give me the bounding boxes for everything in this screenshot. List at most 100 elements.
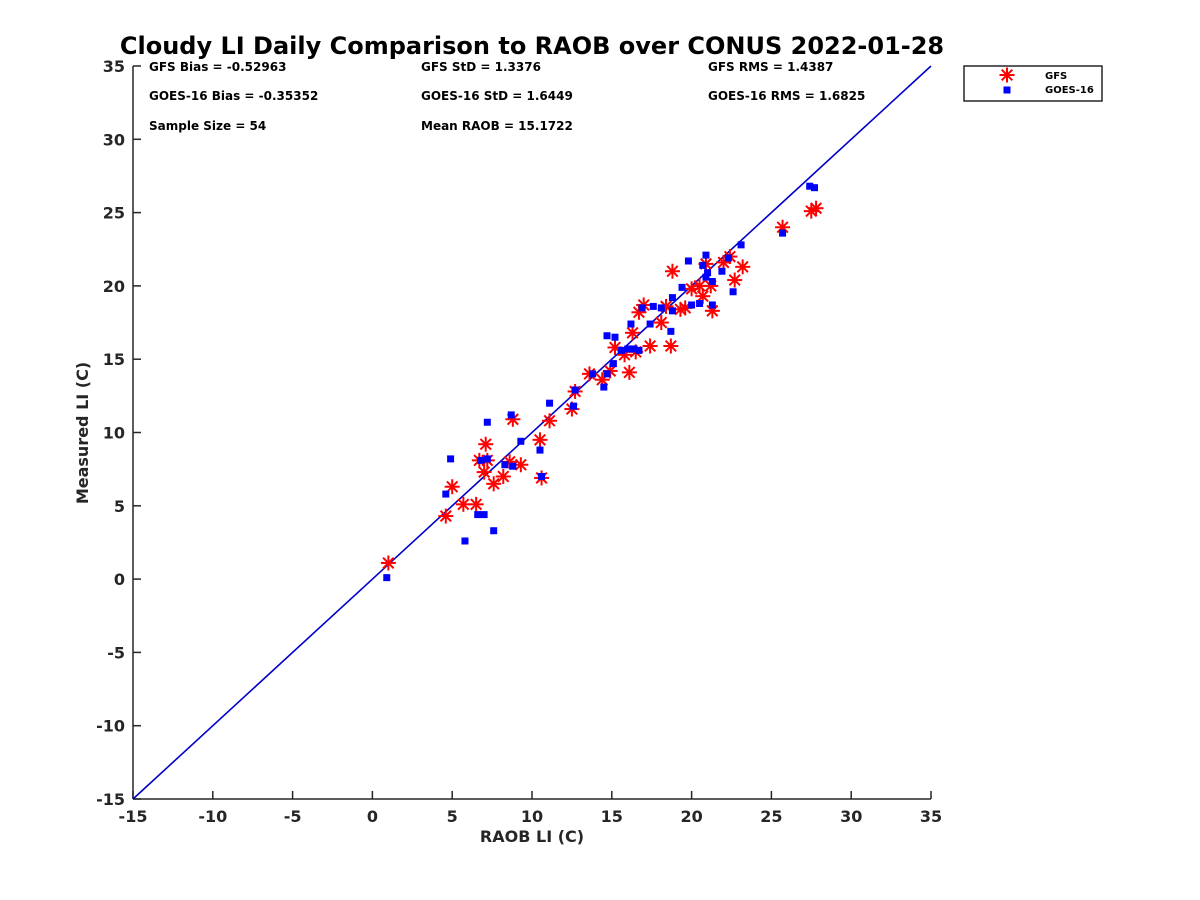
- goes16-point: [442, 490, 450, 498]
- goes16-point: [507, 411, 515, 419]
- x-ticks: -15 -10 -5 0 5 10 15 20 25 30 35: [119, 791, 942, 826]
- goes16-point: [490, 527, 498, 535]
- goes16-point: [699, 261, 707, 269]
- gfs-point: [478, 436, 494, 452]
- goes16-point: [810, 184, 818, 192]
- goes16-point: [480, 511, 488, 519]
- stat-sample-size: Sample Size = 54: [149, 119, 266, 133]
- goes16-point: [696, 299, 704, 307]
- goes16-point: [724, 254, 732, 262]
- goes16-point: [657, 304, 665, 312]
- gfs-point: [625, 325, 641, 341]
- goes16-point: [688, 301, 696, 309]
- goes16-point: [718, 267, 726, 275]
- gfs-point: [532, 432, 548, 448]
- gfs-point: [380, 555, 396, 571]
- goes16-point: [546, 399, 554, 407]
- goes16-point: [477, 456, 485, 464]
- x-tick-label: 0: [367, 807, 378, 826]
- goes16-point: [708, 301, 716, 309]
- stat-goes-bias: GOES-16 Bias = -0.35352: [149, 89, 318, 103]
- gfs-point: [476, 464, 492, 480]
- goes16-point: [678, 283, 686, 291]
- goes16-point: [779, 229, 787, 237]
- goes16-point: [624, 345, 632, 353]
- gfs-point: [438, 508, 454, 524]
- goes16-point: [667, 327, 675, 335]
- x-axis-label: RAOB LI (C): [480, 827, 584, 846]
- gfs-point: [642, 338, 658, 354]
- gfs-point: [663, 338, 679, 354]
- x-tick-label: -5: [284, 807, 302, 826]
- goes16-point: [609, 360, 617, 368]
- goes16-point: [538, 472, 546, 480]
- goes16-point: [571, 386, 579, 394]
- legend-gfs-label: GFS: [1045, 71, 1067, 82]
- series-layer: [380, 182, 824, 582]
- goes16-point: [684, 257, 692, 265]
- legend-gfs-marker: [999, 67, 1015, 83]
- goes16-point: [627, 320, 635, 328]
- stat-gfs-std: GFS StD = 1.3376: [421, 60, 541, 74]
- gfs-point: [444, 479, 460, 495]
- goes16-point: [617, 346, 625, 354]
- goes16-point: [708, 278, 716, 286]
- x-tick-label: -15: [119, 807, 148, 826]
- goes16-point: [668, 307, 676, 315]
- legend-gfs-asterisk: [999, 67, 1015, 83]
- goes16-point: [737, 241, 745, 249]
- stat-goes-std: GOES-16 StD = 1.6449: [421, 89, 573, 103]
- gfs-point: [621, 364, 637, 380]
- goes16-point: [704, 269, 712, 277]
- y-tick-label: -15: [96, 790, 125, 809]
- y-tick-label: -10: [96, 717, 125, 736]
- goes16-point: [635, 346, 643, 354]
- y-tick-label: 15: [103, 350, 125, 369]
- gfs-point: [513, 457, 529, 473]
- goes16-point: [483, 455, 491, 463]
- gfs-point: [542, 413, 558, 429]
- goes16-point: [806, 182, 814, 190]
- x-tick-label: 25: [760, 807, 782, 826]
- goes16-point: [461, 537, 469, 545]
- goes16-point: [474, 511, 482, 519]
- goes16-point: [646, 320, 654, 328]
- x-tick-label: -10: [198, 807, 227, 826]
- y-tick-label: 30: [103, 130, 125, 149]
- stat-gfs-rms: GFS RMS = 1.4387: [708, 60, 833, 74]
- y-tick-label: 0: [114, 570, 125, 589]
- legend-goes16-marker: [1003, 86, 1011, 94]
- goes16-point: [569, 402, 577, 410]
- goes16-point: [668, 294, 676, 302]
- goes16-point: [383, 574, 391, 582]
- goes16-point: [729, 288, 737, 296]
- goes16-point: [483, 418, 491, 426]
- gfs-point: [468, 496, 484, 512]
- plot-area: -15 -10 -5 0 5 10 15 20 25 30 35 -15 -10 -5 0 5 10 15 20 2…: [96, 57, 942, 826]
- goes16-point: [589, 370, 597, 378]
- gfs-point: [808, 200, 824, 216]
- y-tick-label: 25: [103, 204, 125, 223]
- legend-goes16-label: GOES-16: [1045, 85, 1094, 96]
- stat-mean-raob: Mean RAOB = 15.1722: [421, 119, 573, 133]
- x-tick-label: 30: [840, 807, 862, 826]
- gfs-point: [455, 496, 471, 512]
- x-tick-label: 20: [680, 807, 702, 826]
- goes16-point: [603, 332, 611, 340]
- goes16-point: [536, 446, 544, 454]
- stat-goes-rms: GOES-16 RMS = 1.6825: [708, 89, 865, 103]
- goes16-point: [447, 455, 455, 463]
- gfs-point: [664, 263, 680, 279]
- goes16-point: [702, 251, 710, 259]
- legend-box: [963, 65, 1103, 102]
- y-axis-label: Measured LI (C): [73, 362, 92, 504]
- legend-goes16-square: [1003, 86, 1011, 94]
- stats-layer: GFS Bias = -0.52963 GFS StD = 1.3376 GFS R…: [149, 60, 865, 133]
- stat-gfs-bias: GFS Bias = -0.52963: [149, 60, 286, 74]
- y-tick-label: 10: [103, 424, 125, 443]
- y-tick-label: 5: [114, 497, 125, 516]
- x-tick-label: 5: [447, 807, 458, 826]
- goes16-point: [509, 462, 517, 470]
- chart-title: Cloudy LI Daily Comparison to RAOB over …: [120, 32, 944, 60]
